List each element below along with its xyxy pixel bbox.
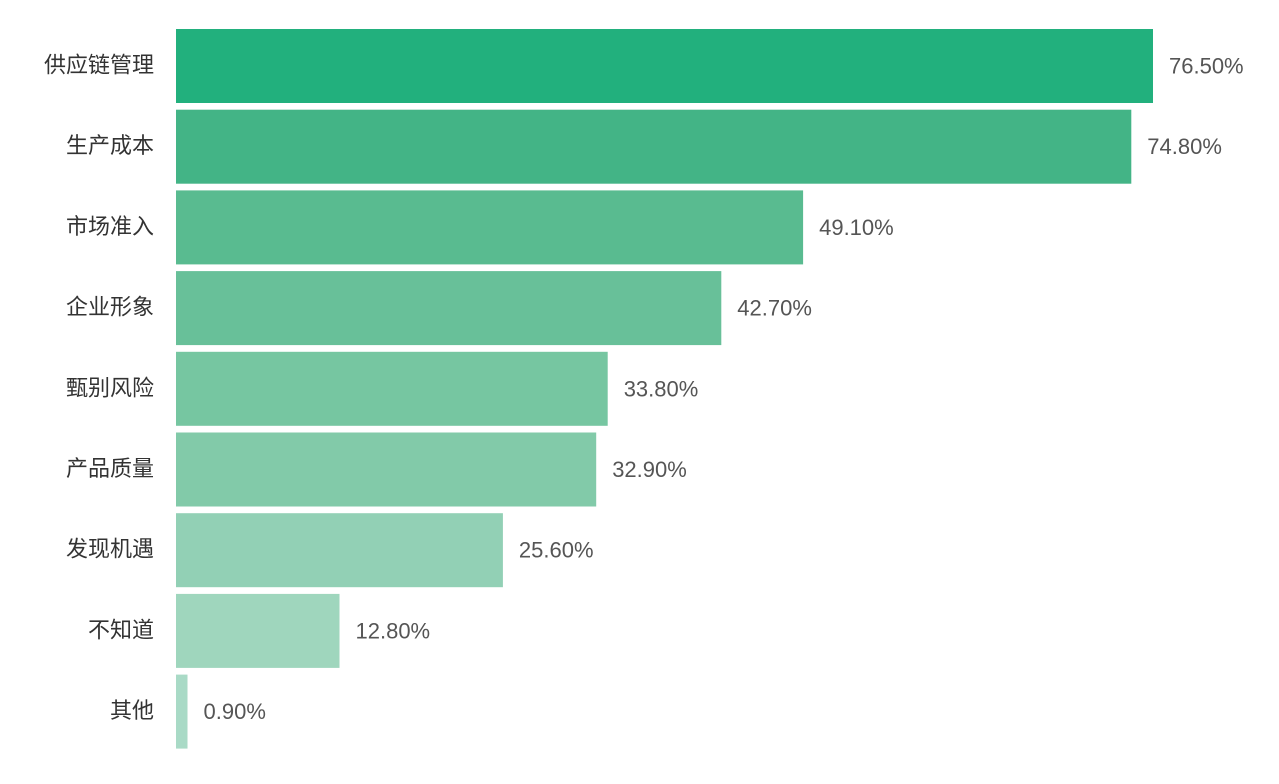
value-label: 25.60% [519, 538, 594, 563]
bar-2 [176, 109, 1132, 184]
category-label: 其他 [110, 699, 154, 724]
bar-1 [176, 29, 1153, 103]
category-label: 供应链管理 [44, 54, 154, 79]
bar-3 [176, 190, 804, 265]
value-label: 76.50% [1169, 54, 1244, 79]
value-label: 32.90% [612, 457, 687, 482]
bar-8 [176, 593, 340, 668]
bar-6 [176, 432, 597, 507]
value-label: 49.10% [819, 215, 894, 240]
category-label: 市场准入 [66, 215, 154, 240]
bar-5 [176, 351, 608, 426]
value-label: 0.90% [204, 699, 266, 724]
bar-9 [176, 674, 188, 749]
category-label: 企业形象 [66, 296, 154, 321]
value-label: 42.70% [737, 296, 812, 321]
value-label: 74.80% [1147, 134, 1222, 159]
bar-4 [176, 271, 722, 346]
category-label: 生产成本 [66, 134, 154, 159]
category-label: 甄别风险 [66, 376, 154, 401]
value-label: 33.80% [624, 376, 699, 401]
category-label: 不知道 [88, 618, 154, 643]
bar-7 [176, 513, 503, 588]
category-label: 产品质量 [66, 457, 154, 482]
value-label: 12.80% [356, 618, 431, 643]
category-label: 发现机遇 [66, 538, 154, 563]
